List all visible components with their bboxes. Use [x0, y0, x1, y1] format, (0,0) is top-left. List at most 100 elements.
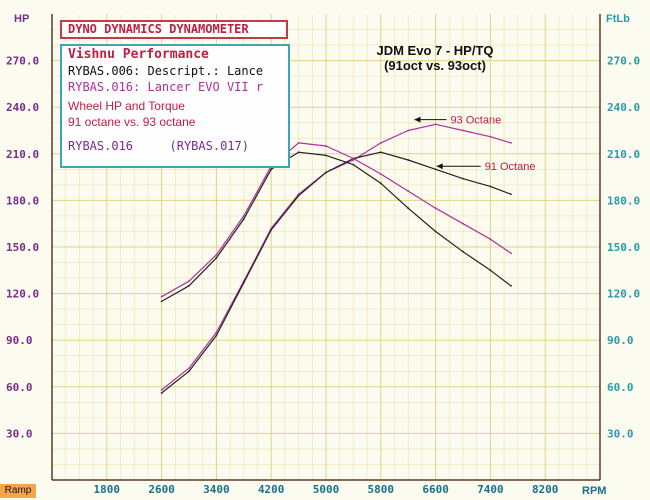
series-point: [510, 193, 512, 196]
series-point: [242, 281, 245, 284]
note-line-2: 91 octane vs. 93 octane: [68, 115, 196, 129]
footer-left-file: RYBAS.016: [68, 139, 134, 153]
series-point: [352, 163, 355, 166]
series-layer: [160, 123, 512, 394]
footer-right-file: (RYBAS.017): [169, 139, 249, 153]
y-tick-label-left: 60.0: [6, 381, 33, 394]
y-tick-label-right: 120.0: [607, 288, 640, 301]
y-tick-label-left: 180.0: [6, 194, 39, 207]
y-tick-label-right: 240.0: [607, 101, 640, 114]
y-tick-label-left: 240.0: [6, 101, 39, 114]
series-point: [379, 173, 382, 175]
series-point: [434, 123, 437, 126]
x-tick-label: 1800: [94, 483, 121, 496]
y-axis-right-label: FtLb: [606, 13, 630, 25]
chart-title: JDM Evo 7 - HP/TQ: [376, 43, 493, 58]
series-point: [160, 295, 163, 298]
series-point: [325, 154, 327, 157]
series-point: [215, 256, 218, 259]
series-point: [407, 190, 410, 192]
series-point: [297, 151, 300, 154]
y-tick-label-right: 90.0: [607, 334, 634, 347]
run-file-footer: RYBAS.016 (RYBAS.017): [68, 138, 288, 154]
series-point: [462, 177, 464, 180]
series-point: [407, 129, 410, 132]
label-layer: 30.0 30.0 60.0 60.0 90.0 90.0 120.0 120.0 150.0 1…: [6, 55, 640, 496]
run2-description: RYBAS.016: Lancer EVO VII r: [68, 80, 264, 94]
x-tick-label: 7400: [477, 483, 504, 496]
series-point: [489, 135, 492, 138]
series-point: [489, 238, 492, 241]
y-axis-left-label: HP: [14, 13, 29, 25]
chart-subtitle: (91oct vs. 93oct): [384, 58, 486, 73]
series-line-93-octane-torque: [161, 142, 512, 298]
series-point: [434, 207, 437, 210]
run1-description: RYBAS.006: Descript.: Lance: [68, 64, 264, 78]
y-tick-label-left: 30.0: [6, 427, 33, 440]
series-point: [352, 157, 355, 160]
company-name: Vishnu Performance: [68, 47, 209, 62]
annotation-label: 91 Octane: [485, 161, 536, 173]
y-tick-label-left: 120.0: [6, 288, 39, 301]
series-point: [297, 194, 300, 197]
series-point: [407, 207, 410, 210]
series-point: [462, 250, 464, 253]
series-point: [215, 331, 218, 334]
y-tick-label-right: 60.0: [607, 381, 634, 394]
note-line-1: Wheel HP and Torque: [68, 99, 185, 113]
series-point: [489, 269, 492, 272]
series-point: [188, 370, 190, 373]
y-tick-label-right: 150.0: [607, 241, 640, 254]
series-point: [510, 284, 512, 287]
series-point: [188, 280, 190, 283]
y-tick-label-right: 210.0: [607, 148, 640, 161]
ramp-button[interactable]: Ramp: [0, 484, 36, 498]
series-point: [434, 230, 437, 233]
x-tick-label: 4200: [258, 483, 285, 496]
series-point: [297, 142, 300, 144]
series-point: [270, 168, 273, 171]
series-point: [160, 300, 163, 303]
series-line-91-octane-torque: [161, 151, 512, 302]
series-point: [242, 218, 245, 220]
y-tick-label-left: 270.0: [6, 55, 39, 68]
y-tick-label-left: 210.0: [6, 148, 39, 161]
series-point: [510, 252, 512, 255]
series-point: [215, 334, 218, 337]
x-tick-label: 2600: [148, 483, 175, 496]
series-point: [407, 159, 410, 161]
annotation-arrowhead: [436, 163, 443, 170]
x-tick-label: 5800: [368, 483, 395, 496]
series-point: [352, 159, 355, 161]
y-tick-label-left: 90.0: [6, 334, 33, 347]
y-tick-label-left: 150.0: [6, 241, 39, 254]
series-line-91-octane-hp: [161, 151, 512, 394]
series-point: [188, 367, 190, 370]
annotation-label: 93 Octane: [450, 115, 501, 127]
x-tick-label: 8200: [532, 483, 559, 496]
y-tick-label-right: 180.0: [607, 194, 640, 207]
series-point: [160, 389, 163, 391]
series-line-93-octane-hp: [161, 123, 512, 391]
axis-layer: [51, 14, 601, 481]
run-info-panel: Vishnu Performance RYBAS.006: Descript.:…: [60, 44, 290, 168]
series-point: [379, 151, 382, 154]
series-point: [510, 142, 512, 144]
series-point: [462, 129, 464, 132]
series-point: [325, 171, 327, 174]
y-tick-label-right: 270.0: [607, 55, 640, 68]
series-point: [489, 185, 492, 188]
dyno-header-plaque: DYNO DYNAMICS DYNAMOMETER: [60, 20, 288, 39]
series-point: [379, 142, 382, 144]
series-point: [270, 229, 273, 231]
x-tick-label: 3400: [203, 483, 230, 496]
series-point: [379, 182, 382, 185]
series-point: [188, 284, 190, 287]
annotation-arrowhead: [414, 116, 421, 123]
dyno-header-title: DYNO DYNAMICS DYNAMOMETER: [68, 22, 249, 36]
series-point: [325, 145, 327, 147]
x-axis-label: RPM: [582, 485, 606, 497]
x-tick-label: 6600: [422, 483, 449, 496]
